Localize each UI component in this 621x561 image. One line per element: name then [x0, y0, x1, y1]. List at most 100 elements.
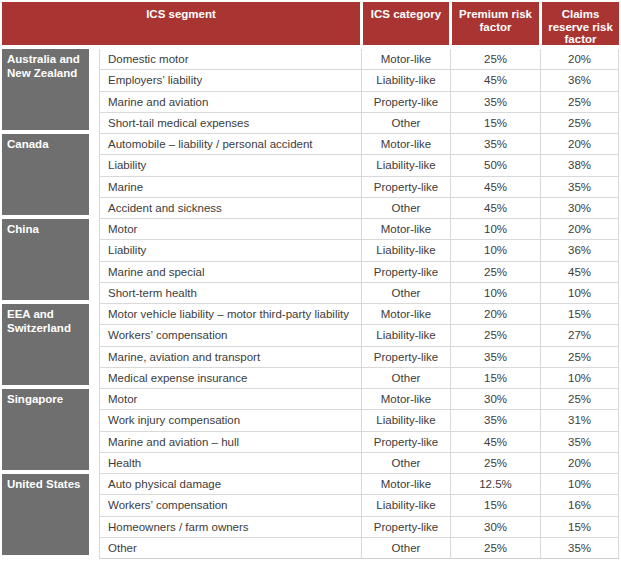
ics-category-cell: Property-like — [361, 347, 450, 367]
ics-category-cell: Liability-like — [361, 410, 450, 430]
ics-category-cell: Property-like — [361, 517, 450, 537]
table-row: Short-term healthOther10%10% — [99, 283, 619, 304]
claims-reserve-risk-factor-cell: 25% — [540, 92, 619, 112]
table-group: EEA and SwitzerlandMotor vehicle liabili… — [2, 304, 619, 389]
premium-risk-factor-cell: 25% — [450, 538, 540, 558]
table-row: MarineProperty-like45%35% — [99, 177, 619, 198]
header-ics-segment: ICS segment — [2, 2, 360, 45]
claims-reserve-risk-factor-cell: 25% — [540, 347, 619, 367]
line-of-business-cell: Auto physical damage — [99, 474, 361, 494]
table-row: Workers’ compensationLiability-like25%27… — [99, 325, 619, 346]
table-row: Marine and specialProperty-like25%45% — [99, 262, 619, 283]
claims-reserve-risk-factor-cell: 10% — [540, 368, 619, 388]
group-rows: Auto physical damageMotor-like12.5%10%Wo… — [99, 474, 619, 559]
line-of-business-cell: Marine and special — [99, 262, 361, 282]
ics-category-cell: Motor-like — [361, 304, 450, 324]
table-row: Medical expense insuranceOther15%10% — [99, 368, 619, 389]
table-row: Employers’ liabilityLiability-like45%36% — [99, 70, 619, 91]
line-of-business-cell: Short-tail medical expenses — [99, 113, 361, 133]
segment-gutter — [89, 389, 99, 474]
segment-label-cell: Singapore — [2, 389, 89, 470]
group-rows: Domestic motorMotor-like25%20%Employers’… — [99, 49, 619, 134]
table-row: Marine and aviation – hullProperty-like4… — [99, 432, 619, 453]
line-of-business-cell: Health — [99, 453, 361, 473]
table-header-row: ICS segment ICS category Premium risk fa… — [2, 2, 619, 45]
ics-category-cell: Motor-like — [361, 389, 450, 409]
ics-category-cell: Motor-like — [361, 49, 450, 69]
table-group: Australia and New ZealandDomestic motorM… — [2, 49, 619, 134]
line-of-business-cell: Other — [99, 538, 361, 558]
line-of-business-cell: Domestic motor — [99, 49, 361, 69]
segment-label-cell: Australia and New Zealand — [2, 49, 89, 130]
premium-risk-factor-cell: 45% — [450, 177, 540, 197]
premium-risk-factor-cell: 45% — [450, 432, 540, 452]
premium-risk-factor-cell: 45% — [450, 70, 540, 90]
premium-risk-factor-cell: 15% — [450, 368, 540, 388]
claims-reserve-risk-factor-cell: 36% — [540, 70, 619, 90]
ics-category-cell: Other — [361, 198, 450, 218]
ics-category-cell: Property-like — [361, 262, 450, 282]
table-row: Auto physical damageMotor-like12.5%10% — [99, 474, 619, 495]
line-of-business-cell: Accident and sickness — [99, 198, 361, 218]
claims-reserve-risk-factor-cell: 15% — [540, 304, 619, 324]
ics-category-cell: Property-like — [361, 432, 450, 452]
premium-risk-factor-cell: 10% — [450, 219, 540, 239]
premium-risk-factor-cell: 10% — [450, 283, 540, 303]
table-body: Australia and New ZealandDomestic motorM… — [2, 49, 619, 559]
ics-category-cell: Other — [361, 283, 450, 303]
claims-reserve-risk-factor-cell: 25% — [540, 389, 619, 409]
line-of-business-cell: Motor — [99, 389, 361, 409]
claims-reserve-risk-factor-cell: 15% — [540, 517, 619, 537]
claims-reserve-risk-factor-cell: 30% — [540, 198, 619, 218]
group-rows: MotorMotor-like30%25%Work injury compens… — [99, 389, 619, 474]
ics-category-cell: Motor-like — [361, 134, 450, 154]
ics-category-cell: Liability-like — [361, 325, 450, 345]
table-row: LiabilityLiability-like50%38% — [99, 155, 619, 176]
claims-reserve-risk-factor-cell: 35% — [540, 432, 619, 452]
table-row: Short-tail medical expensesOther15%25% — [99, 113, 619, 134]
claims-reserve-risk-factor-cell: 25% — [540, 113, 619, 133]
ics-category-cell: Other — [361, 113, 450, 133]
line-of-business-cell: Short-term health — [99, 283, 361, 303]
segment-label-cell: Canada — [2, 134, 89, 215]
ics-category-cell: Liability-like — [361, 240, 450, 260]
claims-reserve-risk-factor-cell: 38% — [540, 155, 619, 175]
premium-risk-factor-cell: 35% — [450, 92, 540, 112]
ics-category-cell: Property-like — [361, 177, 450, 197]
claims-reserve-risk-factor-cell: 36% — [540, 240, 619, 260]
premium-risk-factor-cell: 25% — [450, 49, 540, 69]
line-of-business-cell: Motor — [99, 219, 361, 239]
segment-gutter — [89, 219, 99, 304]
claims-reserve-risk-factor-cell: 10% — [540, 283, 619, 303]
premium-risk-factor-cell: 15% — [450, 113, 540, 133]
table-row: Marine, aviation and transportProperty-l… — [99, 347, 619, 368]
header-premium-risk-factor: Premium risk factor — [452, 2, 539, 45]
line-of-business-cell: Medical expense insurance — [99, 368, 361, 388]
ics-category-cell: Property-like — [361, 92, 450, 112]
premium-risk-factor-cell: 50% — [450, 155, 540, 175]
segment-gutter — [89, 304, 99, 389]
premium-risk-factor-cell: 20% — [450, 304, 540, 324]
claims-reserve-risk-factor-cell: 35% — [540, 177, 619, 197]
claims-reserve-risk-factor-cell: 20% — [540, 219, 619, 239]
segment-label-cell: EEA and Switzerland — [2, 304, 89, 385]
line-of-business-cell: Workers’ compensation — [99, 495, 361, 515]
segment-label-cell: United States — [2, 474, 89, 555]
claims-reserve-risk-factor-cell: 35% — [540, 538, 619, 558]
ics-category-cell: Other — [361, 368, 450, 388]
table-group: CanadaAutomobile – liability / personal … — [2, 134, 619, 219]
line-of-business-cell: Marine and aviation — [99, 92, 361, 112]
table-row: Accident and sicknessOther45%30% — [99, 198, 619, 219]
segment-gutter — [89, 134, 99, 219]
table-row: Domestic motorMotor-like25%20% — [99, 49, 619, 70]
premium-risk-factor-cell: 35% — [450, 134, 540, 154]
premium-risk-factor-cell: 10% — [450, 240, 540, 260]
table-row: HealthOther25%20% — [99, 453, 619, 474]
claims-reserve-risk-factor-cell: 45% — [540, 262, 619, 282]
table-row: Workers’ compensationLiability-like15%16… — [99, 495, 619, 516]
premium-risk-factor-cell: 30% — [450, 389, 540, 409]
premium-risk-factor-cell: 35% — [450, 347, 540, 367]
ics-category-cell: Motor-like — [361, 474, 450, 494]
premium-risk-factor-cell: 25% — [450, 325, 540, 345]
table-row: MotorMotor-like30%25% — [99, 389, 619, 410]
